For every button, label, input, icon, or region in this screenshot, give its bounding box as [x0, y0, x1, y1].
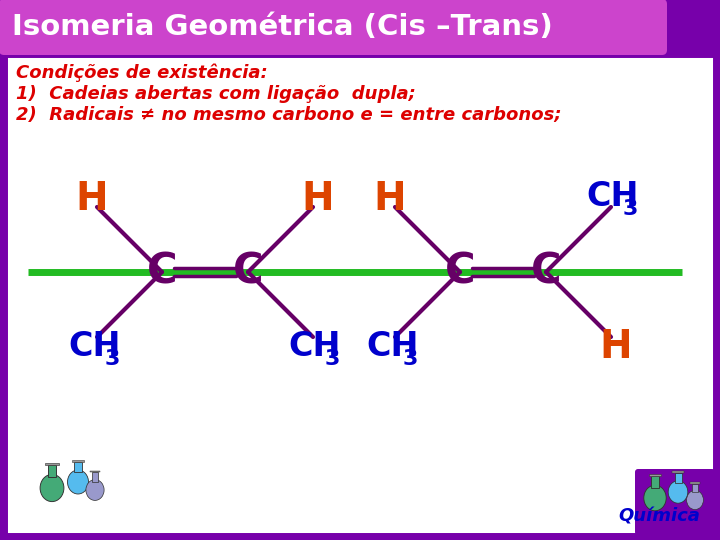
Bar	[48, 465, 56, 477]
Text: 2)  Radicais ≠ no mesmo carbono e = entre carbonos;: 2) Radicais ≠ no mesmo carbono e = entre…	[16, 106, 562, 124]
Bar	[692, 484, 698, 492]
Ellipse shape	[68, 470, 89, 494]
Text: CH: CH	[289, 330, 341, 363]
Ellipse shape	[86, 480, 104, 501]
Bar	[690, 482, 700, 484]
Bar	[649, 474, 662, 476]
Text: 3: 3	[325, 349, 340, 369]
Text: CH: CH	[587, 180, 639, 213]
Ellipse shape	[687, 490, 703, 510]
Ellipse shape	[668, 481, 688, 503]
Bar	[90, 470, 100, 472]
Text: 3: 3	[104, 349, 120, 369]
FancyBboxPatch shape	[635, 469, 715, 535]
Bar	[675, 473, 682, 483]
Text: CH: CH	[366, 330, 419, 363]
Text: C: C	[445, 251, 475, 293]
Text: 1)  Cadeias abertas com ligação  dupla;: 1) Cadeias abertas com ligação dupla;	[16, 85, 416, 103]
Bar	[45, 462, 59, 465]
Text: H: H	[600, 328, 632, 366]
FancyBboxPatch shape	[0, 0, 667, 55]
FancyBboxPatch shape	[4, 54, 716, 536]
Bar	[651, 476, 659, 488]
Ellipse shape	[40, 475, 64, 502]
Text: H: H	[76, 180, 108, 218]
Bar	[91, 472, 98, 482]
Ellipse shape	[644, 485, 666, 511]
Text: C: C	[531, 251, 562, 293]
Text: CH: CH	[68, 330, 121, 363]
Text: Química: Química	[618, 508, 700, 526]
Bar	[672, 471, 683, 473]
Text: H: H	[302, 180, 334, 218]
Text: Isomeria Geométrica (Cis –Trans): Isomeria Geométrica (Cis –Trans)	[12, 13, 553, 41]
Text: 3: 3	[623, 199, 638, 219]
Text: C: C	[147, 251, 177, 293]
Text: 3: 3	[402, 349, 418, 369]
Text: Condições de existência:: Condições de existência:	[16, 64, 268, 83]
Text: H: H	[374, 180, 406, 218]
Text: C: C	[233, 251, 264, 293]
Bar	[72, 460, 84, 462]
Bar	[74, 462, 82, 472]
